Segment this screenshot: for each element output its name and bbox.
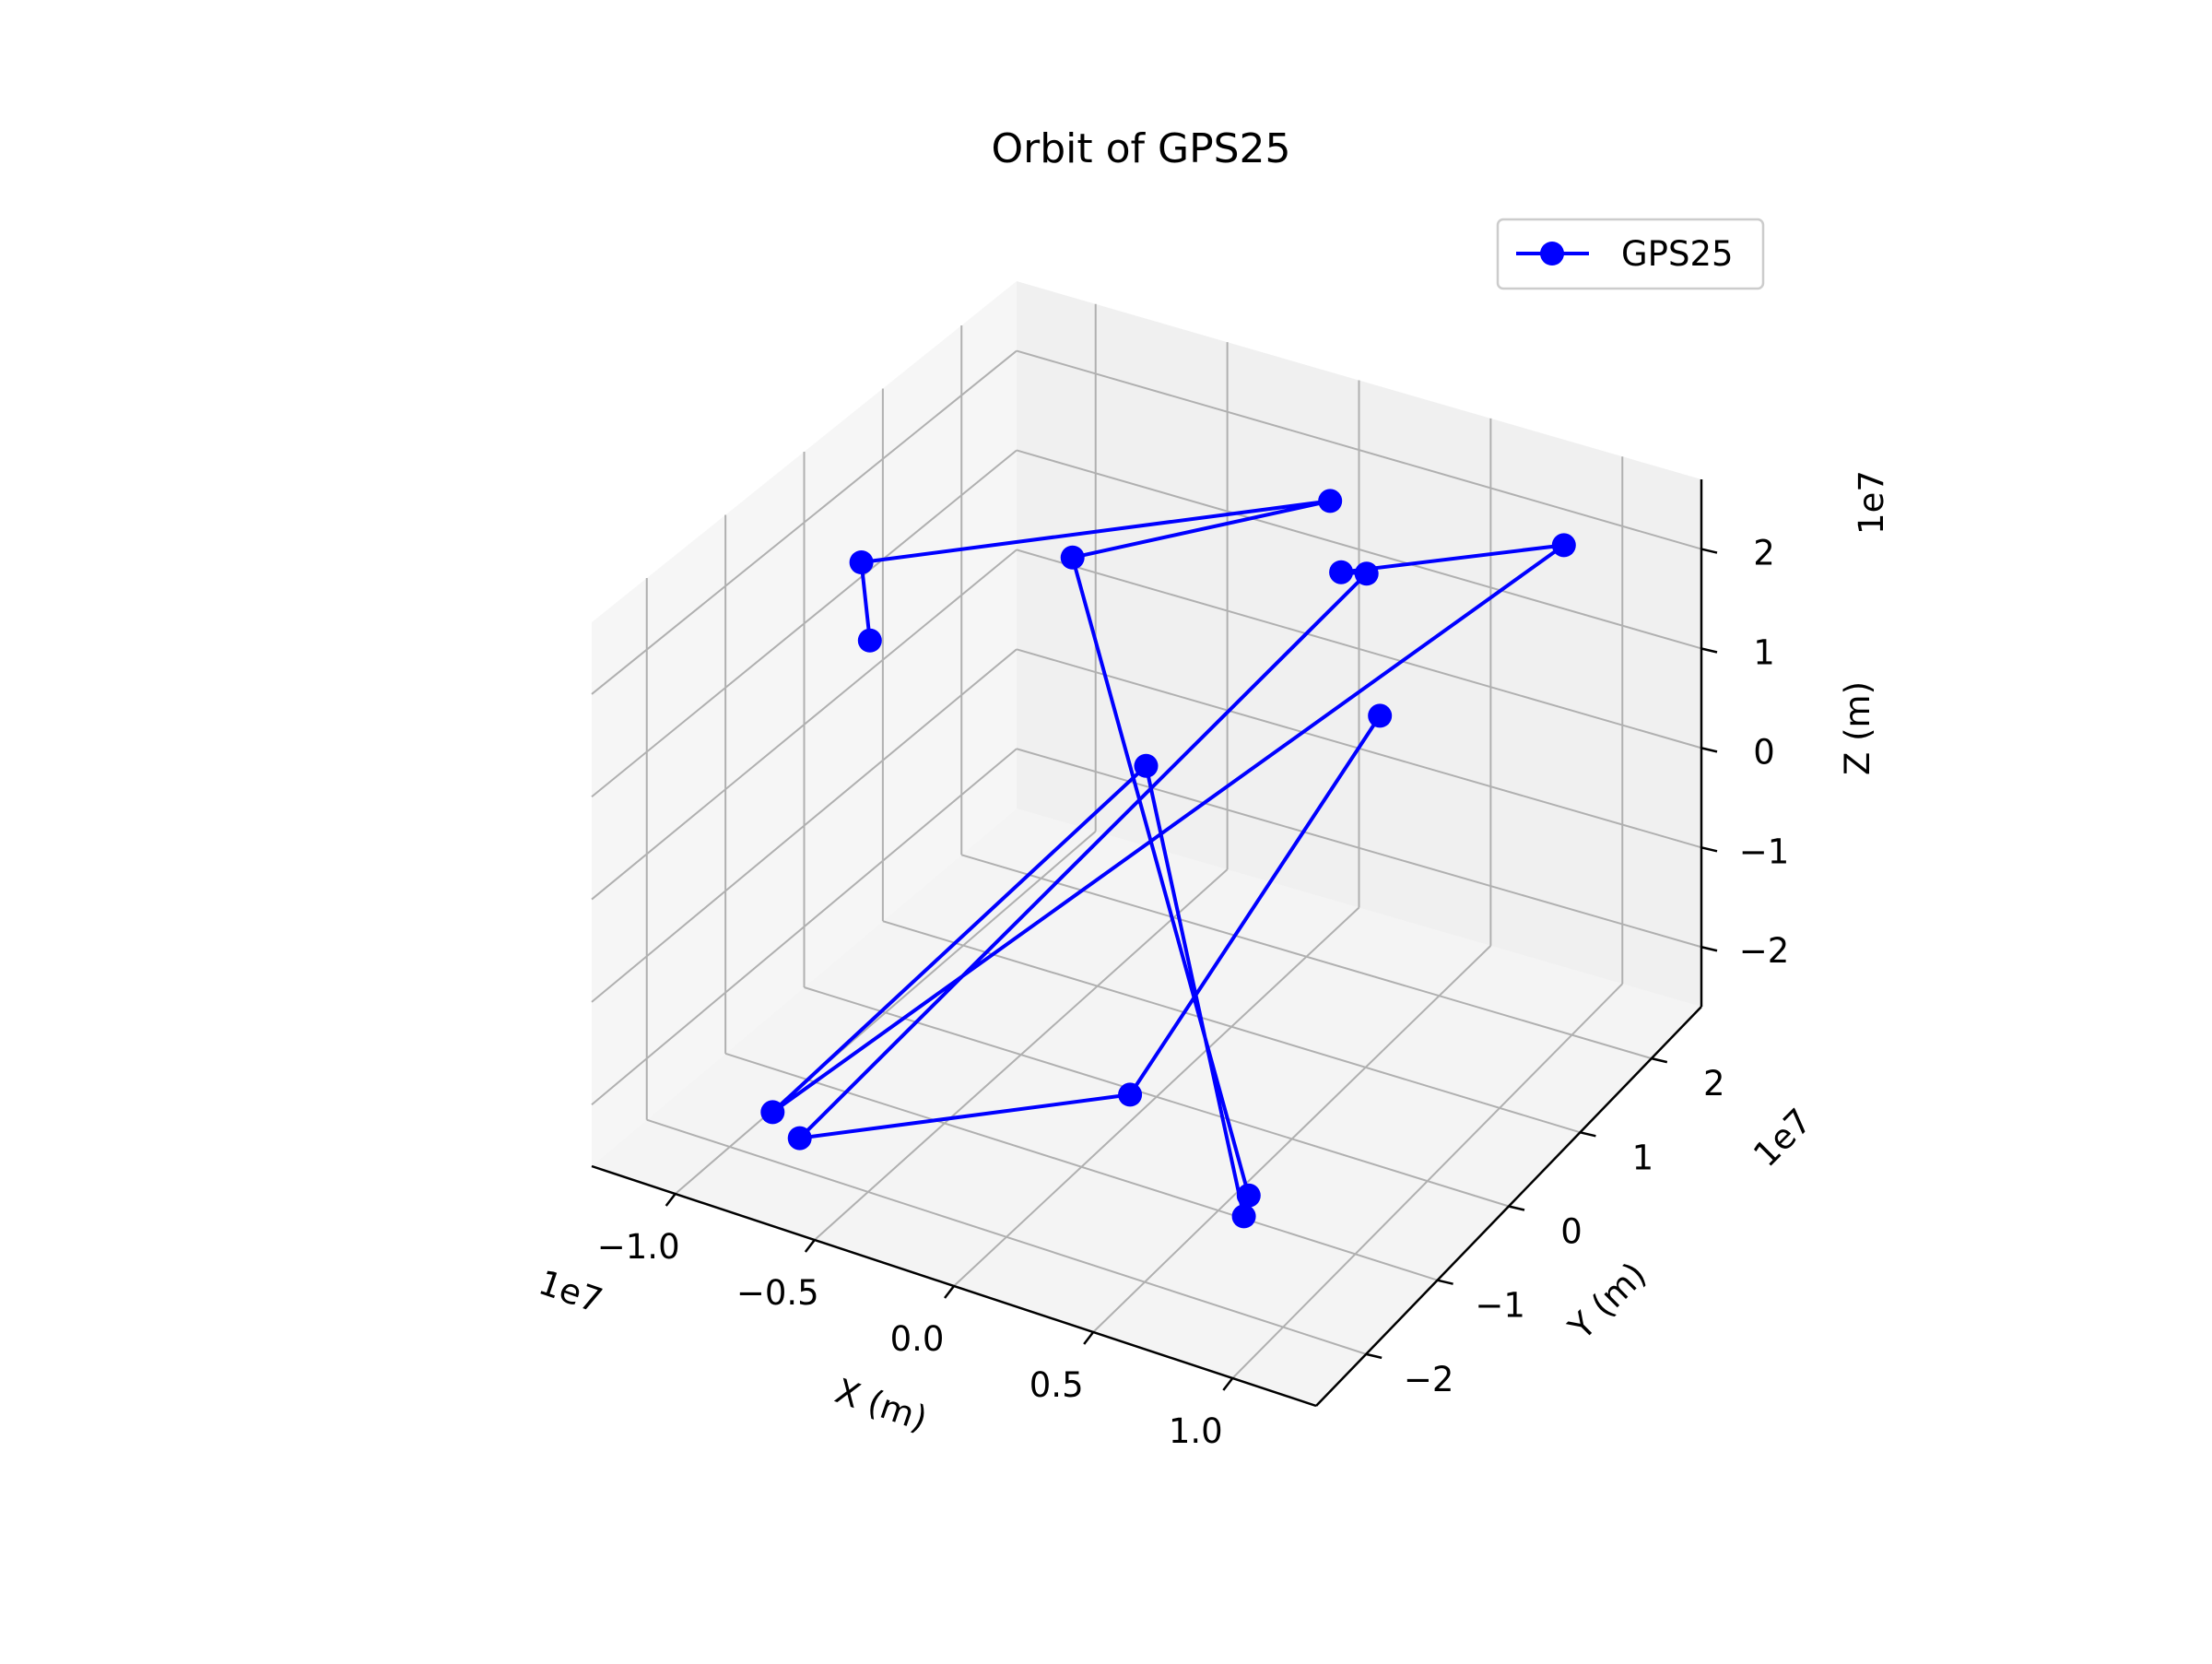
series-point-1 [849,550,874,574]
y-grid-floor-4 [960,854,1653,1060]
y-grid-floor-0 [646,1118,1367,1355]
z-grid-back-2 [1016,549,1702,749]
series-point-9 [1329,560,1354,584]
z-grid-left-2 [591,549,1018,901]
x-tick-1 [804,1239,816,1253]
axis-ticks: −1.0 −0.5 0.0 0.5 1.0 −2 −1 0 1 2 −2 −1 0 1 2 [597,534,1790,1452]
y-axis-label: Y (m) [1560,1255,1653,1348]
x-tick-3 [1083,1331,1095,1345]
series-point-11 [787,1126,812,1151]
x-tick-label-2: 0.0 [890,1319,945,1359]
z-grid-back-4 [1016,349,1702,550]
z-grid-left-3 [591,449,1018,798]
z-grid-left-0 [591,748,1018,1105]
series-point-13 [1368,703,1393,728]
series-layer [760,489,1576,1229]
z-grid-left-1 [591,648,1018,1003]
z-tick-label-4: 2 [1753,534,1775,573]
series-point-7 [760,1100,785,1125]
series-point-0 [857,628,882,653]
z-tick-3 [1700,647,1718,654]
y-tick-0 [1365,1352,1382,1360]
x-tick-4 [1222,1377,1234,1391]
y-tick-2 [1508,1205,1525,1211]
series-point-5 [1231,1204,1256,1229]
x-tick-0 [665,1193,677,1207]
z-tick-label-0: −2 [1739,931,1790,971]
y-tick-label-4: 2 [1703,1064,1725,1103]
series-point-10 [1354,561,1379,586]
series-point-4 [1236,1183,1261,1208]
legend-label: GPS25 [1621,234,1734,274]
z-tick-label-3: 1 [1753,633,1775,673]
z-tick-label-1: −1 [1739,832,1790,871]
z-tick-2 [1700,747,1718,753]
y-tick-label-1: −1 [1475,1286,1525,1326]
x-axis-label: X (m) [830,1371,932,1439]
z-tick-label-2: 0 [1753,732,1775,772]
x-tick-2 [944,1285,955,1299]
y-axis-multiplier: 1e7 [1746,1101,1819,1174]
series-point-2 [1318,489,1343,513]
x-tick-label-1: −0.5 [736,1273,819,1313]
series-point-3 [1060,545,1085,570]
y-tick-label-3: 1 [1632,1138,1654,1177]
chart-title: Orbit of GPS25 [991,125,1290,172]
x-tick-label-0: −1.0 [597,1227,680,1267]
y-tick-1 [1437,1279,1453,1285]
z-axis-multiplier: 1e7 [1852,470,1891,535]
legend-marker [1540,242,1564,266]
y-tick-label-2: 0 [1560,1212,1583,1252]
z-grid-left-4 [591,349,1018,695]
series-point-8 [1551,533,1576,558]
y-tick-3 [1580,1131,1596,1138]
x-axis-multiplier: 1e7 [534,1262,607,1320]
z-tick-4 [1700,548,1718,554]
y-grid-floor-3 [882,920,1581,1134]
legend: GPS25 [1496,218,1765,290]
legend-frame [1496,218,1765,290]
z-axis-label: Z (m) [1838,681,1877,775]
z-tick-1 [1700,846,1718,853]
y-tick-4 [1651,1056,1668,1064]
series-line-0 [771,499,1566,1219]
y-tick-label-0: −2 [1404,1360,1454,1399]
x-tick-label-4: 1.0 [1169,1411,1223,1451]
z-tick-0 [1700,946,1718,952]
y-grid-floor-2 [804,986,1510,1208]
series-point-6 [1134,753,1159,778]
x-tick-label-3: 0.5 [1030,1365,1084,1405]
series-point-12 [1118,1082,1143,1107]
z-grid-back-3 [1016,449,1702,650]
